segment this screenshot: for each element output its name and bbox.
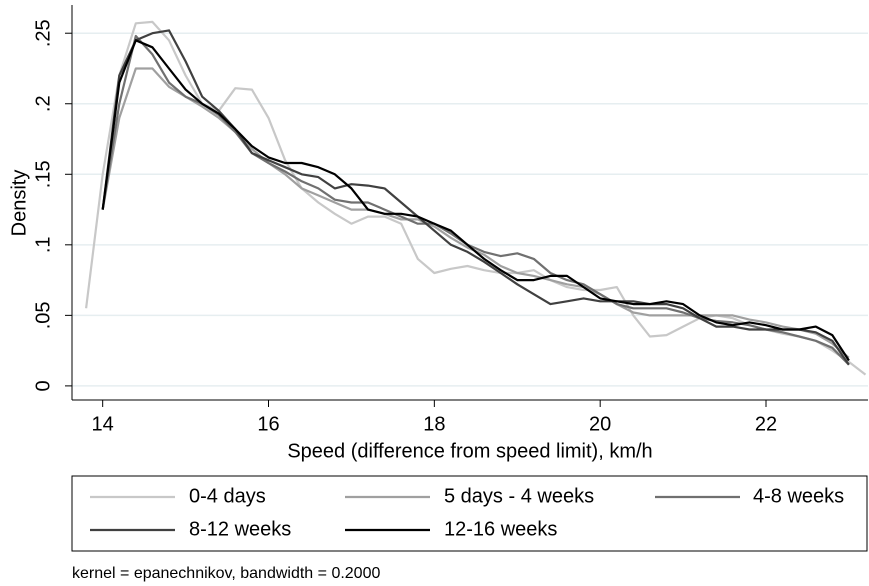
y-tick-label: .1 <box>32 236 54 253</box>
series-line <box>101 34 850 366</box>
legend-label: 12-16 weeks <box>444 518 557 540</box>
legend-label: 0-4 days <box>189 485 266 507</box>
y-axis-title: Density <box>8 170 30 237</box>
y-tick-label: .15 <box>32 160 54 188</box>
x-tick-label: 20 <box>589 413 611 435</box>
y-tick-label: .05 <box>32 301 54 329</box>
legend-label: 8-12 weeks <box>189 518 291 540</box>
y-tick-label: .2 <box>32 95 54 112</box>
y-tick-label: .25 <box>32 19 54 47</box>
y-tick-label: 0 <box>32 380 54 391</box>
legend-label: 5 days - 4 weeks <box>444 485 594 507</box>
x-tick-label: 16 <box>257 413 279 435</box>
x-tick-label: 14 <box>92 413 114 435</box>
note: kernel = epanechnikov, bandwidth = 0.200… <box>72 565 380 582</box>
x-tick-label: 22 <box>755 413 777 435</box>
legend-box <box>71 475 868 552</box>
series-line <box>101 39 850 362</box>
x-tick-label: 18 <box>423 413 445 435</box>
series-line <box>101 29 850 366</box>
legend-label: 4-8 weeks <box>753 485 844 507</box>
x-axis-title: Speed (difference from speed limit), km/… <box>287 440 652 462</box>
